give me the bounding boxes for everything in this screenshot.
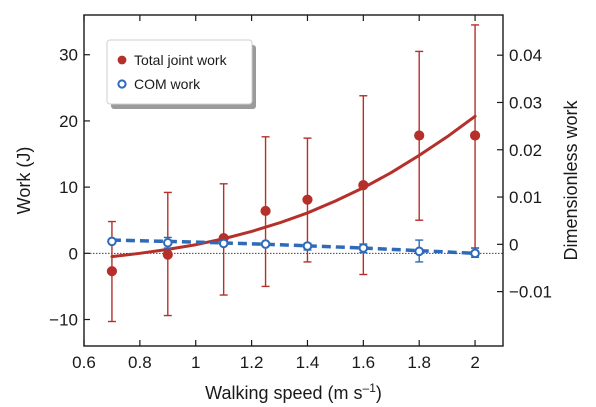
data-point-com-work [302, 241, 313, 251]
x-tick-label: 1.4 [296, 353, 320, 372]
data-point-total-joint-work [414, 130, 425, 141]
x-axis: 0.6 0.8 1 1.2 1.4 1.6 1.8 2 [72, 15, 480, 372]
y-tick-label: 30 [59, 46, 78, 65]
y-axis-title: Work (J) [14, 147, 34, 215]
data-point-total-joint-work [106, 266, 118, 277]
data-point-com-work [260, 239, 271, 249]
data-point-com-work [163, 237, 173, 248]
data-point-total-joint-work [162, 249, 173, 260]
data-point-com-work [107, 236, 117, 247]
y2-tick-label: 0 [509, 235, 518, 254]
data-point-total-joint-work [358, 180, 369, 191]
legend-box [106, 39, 253, 105]
legend-label-com-work: COM work [134, 76, 201, 92]
y-axis-left: −10 0 10 20 30 [49, 46, 90, 330]
y-tick-label: −10 [49, 311, 78, 330]
y2-tick-label: 0.02 [509, 141, 542, 160]
x-axis-title-main: Walking speed (m s [205, 383, 362, 403]
x-tick-label: 1 [191, 353, 200, 372]
x-axis-title-close: ) [376, 383, 382, 403]
series-com-work [107, 236, 480, 263]
y2-axis-title: Dimensionless work [561, 99, 581, 260]
y2-tick-label: −0.01 [509, 283, 552, 302]
x-tick-label: 2 [470, 353, 479, 372]
y2-tick-label: 0.01 [509, 188, 542, 207]
data-point-com-work [414, 246, 425, 257]
y-tick-label: 0 [69, 244, 78, 263]
x-tick-label: 0.6 [72, 353, 96, 372]
x-axis-title: Walking speed (m s–1) [205, 381, 382, 403]
series-layer [106, 24, 481, 323]
fit-curve-total-joint-work [110, 114, 477, 259]
x-tick-label: 1.8 [407, 353, 431, 372]
x-tick-label: 1.6 [352, 353, 376, 372]
data-point-total-joint-work [260, 205, 271, 217]
x-axis-title-superscript: –1 [363, 381, 377, 395]
y2-tick-label: 0.04 [509, 46, 542, 65]
y-tick-label: 20 [59, 112, 78, 131]
legend-label-total-joint-work: Total joint work [134, 52, 228, 68]
legend: Total joint work COM work [106, 39, 256, 109]
x-tick-label: 0.8 [128, 353, 152, 372]
y-tick-label: 10 [59, 178, 78, 197]
data-point-com-work [218, 238, 229, 249]
y2-tick-label: 0.03 [509, 93, 542, 112]
fit-curve-com-work [111, 238, 476, 256]
x-tick-label: 1.2 [240, 353, 264, 372]
data-point-com-work [470, 248, 480, 259]
legend-marker-total-joint-work [117, 55, 127, 65]
legend-marker-com-work [117, 79, 127, 89]
data-point-total-joint-work [302, 194, 313, 205]
data-point-com-work [358, 243, 369, 253]
y-axis-right: −0.01 0 0.01 0.02 0.03 0.04 [497, 46, 552, 302]
data-point-total-joint-work [469, 130, 481, 141]
